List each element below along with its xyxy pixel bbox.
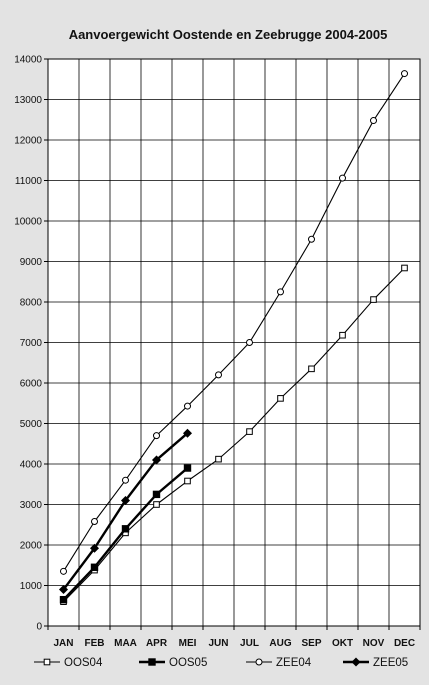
legend-item-zee05: ZEE05 (343, 657, 408, 669)
legend-marker-oos04 (43, 658, 51, 666)
x-tick-label-jan: JAN (53, 638, 73, 649)
series-zee04 (60, 70, 408, 575)
series-layer (58, 70, 408, 606)
point-oos05-mei (183, 464, 192, 472)
legend-marker-oos05 (148, 658, 156, 666)
grid-layer (48, 59, 420, 626)
legend-label-oos05: OOS05 (169, 657, 207, 669)
point-zee04-jun (215, 371, 222, 379)
y-tick-label-12000: 12000 (14, 136, 42, 147)
point-zee04-apr (153, 432, 160, 440)
point-zee05-jan (58, 585, 69, 595)
legend-marker-zee04 (255, 658, 263, 666)
x-tick-label-apr: APR (146, 638, 168, 649)
y-tick-label-7000: 7000 (20, 338, 43, 349)
legend-label-zee05: ZEE05 (373, 657, 408, 669)
point-zee04-sep (308, 235, 315, 243)
point-zee04-okt (339, 174, 346, 182)
legend: OOS04 OOS05 ZEE04 ZEE05 (34, 657, 408, 669)
point-oos04-nov (370, 296, 377, 303)
point-oos04-okt (339, 331, 346, 339)
x-tick-label-aug: AUG (269, 638, 291, 649)
y-tick-label-8000: 8000 (20, 298, 43, 309)
x-tick-label-jun: JUN (208, 638, 228, 649)
axis-layer: 0 1000 2000 3000 4000 5000 6000 7000 8000 9000 100… (14, 55, 421, 649)
x-tick-label-feb: FEB (85, 638, 105, 649)
point-oos05-jan (59, 595, 68, 604)
point-zee04-mei (184, 402, 191, 410)
y-tick-label-0: 0 (36, 622, 42, 633)
x-tick-label-okt: OKT (332, 638, 353, 649)
legend-marker-zee05 (351, 657, 361, 667)
point-oos04-jun (215, 455, 222, 463)
x-tick-label-mei: MEI (179, 638, 197, 649)
x-tick-label-maa: MAA (114, 638, 137, 649)
point-oos04-jul (246, 428, 253, 435)
legend-item-zee04: ZEE04 (246, 657, 312, 669)
point-zee05-maa (120, 495, 131, 505)
point-zee04-dec (401, 70, 408, 78)
y-tick-label-2000: 2000 (20, 541, 43, 552)
series-line-oos04 (63, 267, 405, 603)
series-zee05 (58, 428, 193, 595)
point-oos05-feb (90, 563, 99, 571)
y-tick-label-10000: 10000 (14, 217, 42, 228)
point-zee04-jul (246, 339, 253, 346)
point-zee04-nov (370, 117, 377, 125)
point-zee04-jan (60, 567, 67, 575)
x-tick-label-sep: SEP (301, 638, 321, 649)
point-zee04-maa (122, 476, 129, 484)
y-tick-label-1000: 1000 (20, 581, 43, 592)
point-oos04-dec (401, 264, 408, 272)
x-tick-label-jul: JUL (240, 638, 259, 649)
y-tick-label-11000: 11000 (15, 176, 43, 187)
point-oos05-maa (121, 525, 130, 533)
point-oos04-sep (308, 365, 315, 373)
point-zee05-feb (89, 543, 100, 553)
y-tick-label-4000: 4000 (20, 460, 43, 471)
point-zee04-aug (277, 288, 284, 296)
chart-title: Aanvoergewicht Oostende en Zeebrugge 200… (69, 27, 388, 42)
legend-label-zee04: ZEE04 (276, 657, 312, 669)
y-tick-label-5000: 5000 (20, 419, 43, 430)
point-oos04-apr (153, 501, 160, 508)
y-tick-label-9000: 9000 (20, 257, 43, 268)
point-zee04-feb (91, 518, 98, 526)
y-tick-label-3000: 3000 (20, 500, 43, 511)
legend-item-oos05: OOS05 (139, 657, 207, 669)
series-oos05 (59, 464, 192, 604)
point-oos04-mei (184, 477, 191, 485)
point-oos04-aug (277, 395, 284, 402)
series-line-zee04 (63, 73, 405, 572)
y-tick-label-13000: 13000 (14, 95, 42, 106)
point-zee05-apr (151, 455, 162, 465)
legend-label-oos04: OOS04 (64, 657, 103, 669)
point-zee05-mei (182, 428, 193, 438)
legend-item-oos04: OOS04 (34, 657, 103, 669)
y-tick-label-14000: 14000 (14, 55, 42, 66)
y-tick-label-6000: 6000 (20, 379, 43, 390)
x-tick-label-nov: NOV (363, 638, 385, 649)
point-oos05-apr (152, 490, 161, 499)
x-tick-label-dec: DEC (394, 638, 415, 649)
